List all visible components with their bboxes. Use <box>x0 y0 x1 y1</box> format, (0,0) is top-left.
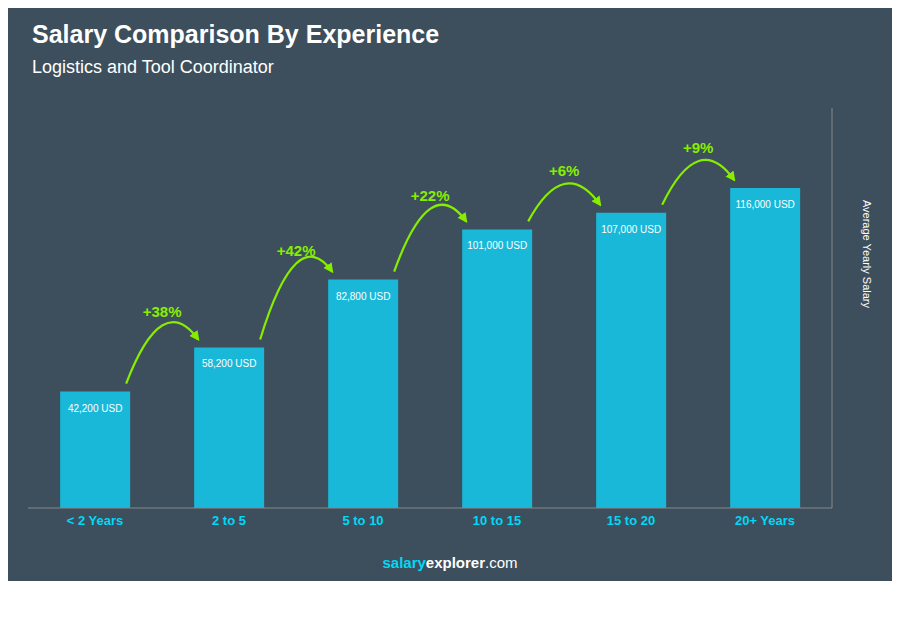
html-text:Logistics and Tool Coordinator: Logistics and Tool Coordinator <box>32 57 274 77</box>
svg-text:< 2 Years: < 2 Years <box>67 513 124 528</box>
svg-text:5 to 10: 5 to 10 <box>342 513 383 528</box>
svg-text:20+ Years: 20+ Years <box>735 513 795 528</box>
svg-text:Average Yearly Salary: Average Yearly Salary <box>861 200 873 309</box>
svg-text:58,200 USD: 58,200 USD <box>202 358 256 369</box>
svg-text:107,000 USD: 107,000 USD <box>601 224 661 235</box>
svg-text:+42%: +42% <box>277 242 316 259</box>
html-text:Salary Comparison By Experienc: Salary Comparison By Experience <box>32 20 440 48</box>
svg-text:+38%: +38% <box>143 303 182 320</box>
svg-text:+22%: +22% <box>411 187 450 204</box>
svg-text:82,800 USD: 82,800 USD <box>336 291 390 302</box>
svg-text:+6%: +6% <box>549 162 579 179</box>
svg-text:42,200 USD: 42,200 USD <box>68 403 122 414</box>
svg-text:116,000 USD: 116,000 USD <box>736 199 795 210</box>
svg-text:2 to 5: 2 to 5 <box>212 513 246 528</box>
svg-text:15 to 20: 15 to 20 <box>607 513 655 528</box>
html-text:salary explorer.com: salary explorer.com <box>382 554 518 571</box>
svg-text:+9%: +9% <box>683 139 713 156</box>
svg-text:10 to 15: 10 to 15 <box>473 513 521 528</box>
svg-text:101,000 USD: 101,000 USD <box>467 240 527 251</box>
